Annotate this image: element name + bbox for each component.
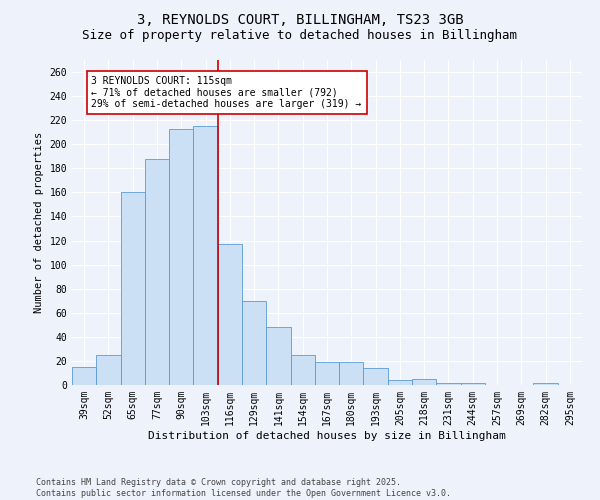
Bar [388,380,412,385]
Bar [266,327,290,385]
Bar [315,362,339,385]
Bar [218,244,242,385]
Bar [290,355,315,385]
Bar [96,355,121,385]
Bar [533,382,558,385]
Bar [169,128,193,385]
Bar [193,126,218,385]
Bar [72,367,96,385]
Bar [461,382,485,385]
Text: 3, REYNOLDS COURT, BILLINGHAM, TS23 3GB: 3, REYNOLDS COURT, BILLINGHAM, TS23 3GB [137,12,463,26]
Bar [242,300,266,385]
Text: Contains HM Land Registry data © Crown copyright and database right 2025.
Contai: Contains HM Land Registry data © Crown c… [36,478,451,498]
Text: Size of property relative to detached houses in Billingham: Size of property relative to detached ho… [83,29,517,42]
Bar [364,368,388,385]
Bar [339,362,364,385]
Bar [436,382,461,385]
Y-axis label: Number of detached properties: Number of detached properties [34,132,44,313]
X-axis label: Distribution of detached houses by size in Billingham: Distribution of detached houses by size … [148,430,506,440]
Bar [121,192,145,385]
Bar [412,379,436,385]
Bar [145,158,169,385]
Text: 3 REYNOLDS COURT: 115sqm
← 71% of detached houses are smaller (792)
29% of semi-: 3 REYNOLDS COURT: 115sqm ← 71% of detach… [91,76,362,109]
